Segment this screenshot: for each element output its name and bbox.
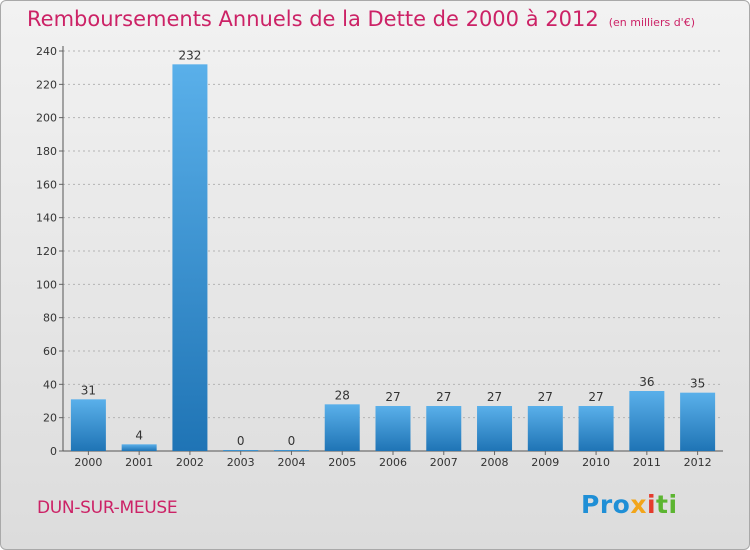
bar	[527, 406, 563, 451]
bar-value-label: 27	[588, 390, 603, 404]
y-tick-label: 80	[43, 312, 57, 325]
bar-value-label: 0	[288, 434, 296, 448]
bar	[477, 406, 513, 451]
bar-value-label: 27	[487, 390, 502, 404]
chart-title-text: Remboursements Annuels de la Dette de 20…	[27, 7, 599, 31]
logo-part-3: i	[646, 490, 657, 519]
bar	[680, 392, 716, 451]
chart-title: Remboursements Annuels de la Dette de 20…	[27, 7, 695, 31]
y-tick-label: 100	[36, 278, 57, 291]
x-tick-label: 2006	[379, 456, 407, 469]
y-tick-label: 120	[36, 245, 57, 258]
x-tick-label: 2007	[430, 456, 458, 469]
bar	[375, 406, 411, 451]
x-tick-label: 2000	[74, 456, 102, 469]
bar-value-label: 27	[538, 390, 553, 404]
logo-part-1: Pro	[581, 490, 631, 519]
bar-value-label: 31	[81, 383, 96, 397]
commune-name: DUN-SUR-MEUSE	[37, 498, 178, 518]
bar	[172, 64, 208, 452]
bar-value-label: 27	[385, 390, 400, 404]
y-tick-label: 140	[36, 212, 57, 225]
labels: 0204060801001201401601802002202403120004…	[36, 45, 712, 469]
x-tick-label: 2002	[176, 456, 204, 469]
bar	[324, 404, 360, 451]
bar	[121, 444, 157, 451]
x-tick-label: 2012	[684, 456, 712, 469]
y-tick-label: 0	[50, 445, 57, 458]
bar	[70, 399, 106, 451]
bar	[273, 450, 309, 451]
bar-value-label: 36	[639, 375, 654, 389]
bar-value-label: 0	[237, 434, 245, 448]
logo-part-4: ti	[656, 490, 678, 519]
x-tick-label: 2005	[328, 456, 356, 469]
bar	[223, 450, 259, 451]
y-tick-label: 20	[43, 412, 57, 425]
chart-subtitle: (en milliers d'€)	[608, 16, 695, 29]
logo-part-2: x	[630, 490, 647, 519]
y-tick-label: 200	[36, 112, 57, 125]
x-tick-label: 2001	[125, 456, 153, 469]
x-tick-label: 2011	[633, 456, 661, 469]
y-tick-label: 160	[36, 178, 57, 191]
y-tick-label: 60	[43, 345, 57, 358]
y-tick-label: 240	[36, 45, 57, 58]
x-tick-label: 2004	[277, 456, 305, 469]
y-tick-label: 180	[36, 145, 57, 158]
y-tick-label: 220	[36, 78, 57, 91]
proxiti-logo: Proxiti	[581, 490, 678, 519]
bars	[70, 64, 716, 452]
bar-value-label: 4	[135, 428, 143, 442]
x-tick-label: 2010	[582, 456, 610, 469]
bar-value-label: 232	[178, 48, 201, 62]
y-tick-label: 40	[43, 378, 57, 391]
bar-value-label: 27	[436, 390, 451, 404]
x-tick-label: 2008	[481, 456, 509, 469]
bar-value-label: 35	[690, 377, 705, 391]
bar	[629, 391, 665, 451]
grid-lines	[63, 50, 723, 419]
x-tick-label: 2009	[531, 456, 559, 469]
bar	[578, 406, 614, 451]
bar-value-label: 28	[335, 388, 350, 402]
x-tick-label: 2003	[227, 456, 255, 469]
bar	[426, 406, 462, 451]
